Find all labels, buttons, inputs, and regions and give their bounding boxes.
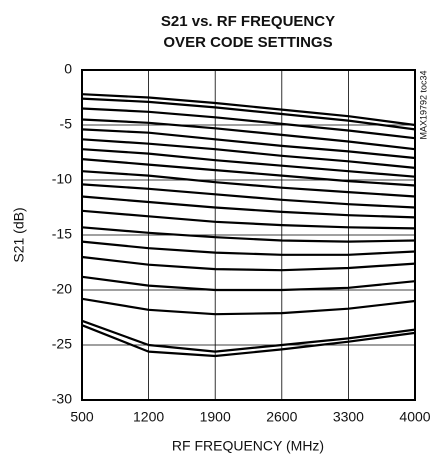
x-tick-label: 500: [70, 409, 94, 425]
y-tick-label: -15: [52, 226, 72, 242]
y-tick-label: -5: [60, 116, 73, 132]
x-tick-label: 1200: [133, 409, 164, 425]
y-tick-label: -30: [52, 391, 72, 407]
series-line: [81, 275, 416, 292]
series-line: [81, 97, 416, 131]
series-line: [81, 183, 416, 209]
chart-subtitle: OVER CODE SETTINGS: [163, 34, 332, 51]
series-line: [81, 195, 416, 219]
y-tick-label: -20: [52, 281, 72, 297]
plot-frame: [81, 69, 416, 401]
y-tick-label: 0: [64, 61, 72, 77]
series-line: [81, 240, 416, 256]
series-line: [81, 324, 416, 358]
series-line: [81, 158, 416, 187]
series-line: [81, 138, 416, 169]
series-line: [81, 148, 416, 178]
series-line: [81, 170, 416, 198]
x-tick-label: 4000: [399, 409, 430, 425]
series-line: [81, 297, 416, 316]
series-line: [81, 319, 416, 353]
x-tick-label: 2600: [266, 409, 297, 425]
x-axis-label: RF FREQUENCY (MHz): [172, 438, 324, 454]
y-tick-label: -10: [52, 171, 72, 187]
x-tick-label: 1900: [200, 409, 231, 425]
series-line: [81, 255, 416, 272]
y-axis-label: S21 (dB): [11, 207, 27, 262]
series-line: [81, 128, 416, 160]
series-line: [81, 107, 416, 140]
series-line: [81, 93, 416, 127]
y-tick-label: -25: [52, 336, 72, 352]
series-line: [81, 209, 416, 230]
chart-title: S21 vs. RF FREQUENCY: [161, 13, 335, 30]
annotation: MAX19792 toc34: [418, 70, 428, 139]
series-line: [81, 118, 416, 151]
x-tick-label: 3300: [333, 409, 364, 425]
series-line: [81, 226, 416, 243]
